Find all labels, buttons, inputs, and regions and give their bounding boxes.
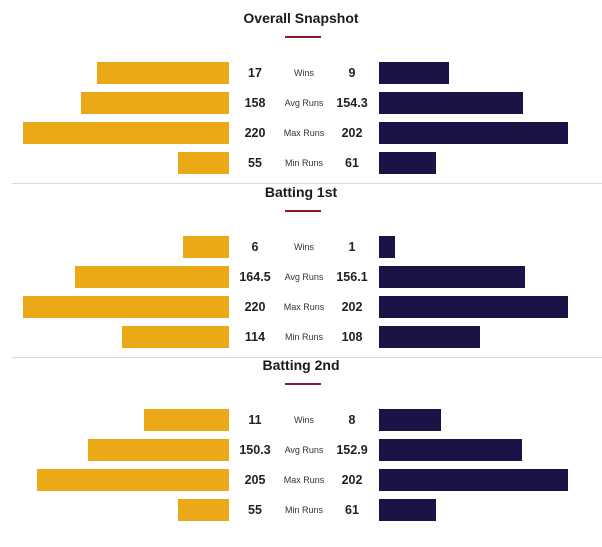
metric-label: Min Runs [284,505,323,515]
right-value-label: 154.3 [336,96,368,110]
right-value-label: 108 [341,330,363,344]
left-bar [143,409,229,431]
right-bar [379,62,449,84]
metric-row: 6 Wins 1 [0,236,602,258]
metric-row: 158 Avg Runs 154.3 [0,92,602,114]
metric-row: 17 Wins 9 [0,62,602,84]
left-value-label: 11 [248,413,262,427]
right-value-label: 9 [348,66,356,80]
metric-label: Max Runs [283,475,325,485]
title-underline [285,383,321,385]
right-value-label: 152.9 [336,443,368,457]
left-value-label: 6 [251,240,259,254]
metric-row: 11 Wins 8 [0,409,602,431]
right-bar [379,409,441,431]
left-value-label: 150.3 [239,443,271,457]
right-bar [379,152,437,174]
left-bar [75,266,229,288]
right-bar [379,266,526,288]
metric-label: Wins [294,415,314,425]
metric-label: Avg Runs [284,445,324,455]
metric-row: 205 Max Runs 202 [0,469,602,491]
right-value-label: 8 [348,413,356,427]
left-value-label: 55 [248,156,262,170]
right-bar [379,236,395,258]
right-bar [379,469,569,491]
metric-label: Wins [294,68,314,78]
right-value-label: 202 [341,126,363,140]
left-value-label: 55 [248,503,262,517]
metric-label: Avg Runs [284,98,324,108]
left-bar [177,152,229,174]
left-bar [37,469,229,491]
left-value-label: 220 [244,300,266,314]
metric-row: 55 Min Runs 61 [0,499,602,521]
left-value-label: 17 [248,66,262,80]
metric-label: Wins [294,242,314,252]
left-bar [23,122,229,144]
right-value-label: 202 [341,473,363,487]
left-bar [122,326,229,348]
title-underline [285,210,321,212]
right-bar [379,439,523,461]
section-divider [12,357,602,358]
left-bar [23,296,229,318]
section-title: Overall Snapshot [243,10,359,26]
metric-row: 150.3 Avg Runs 152.9 [0,439,602,461]
right-bar [379,122,569,144]
metric-label: Min Runs [284,158,323,168]
left-bar [97,62,229,84]
left-value-label: 220 [244,126,266,140]
section-title: Batting 2nd [262,357,340,373]
chart-section: Overall Snapshot 17 Wins 9 158 Avg Runs 154.3 2… [0,0,602,184]
right-value-label: 202 [341,300,363,314]
metric-label: Max Runs [283,302,325,312]
section-title: Batting 1st [264,184,338,200]
left-bar [81,92,229,114]
metric-row: 164.5 Avg Runs 156.1 [0,266,602,288]
chart-section: Batting 1st 6 Wins 1 164.5 Avg Runs 156.1 220 Ma… [0,174,602,358]
right-value-label: 156.1 [336,270,368,284]
right-value-label: 61 [345,503,359,517]
left-bar [177,499,229,521]
right-value-label: 1 [348,240,356,254]
metric-label: Avg Runs [284,272,324,282]
metric-row: 220 Max Runs 202 [0,296,602,318]
right-bar [379,296,569,318]
metric-label: Min Runs [284,332,323,342]
right-bar [379,326,481,348]
left-value-label: 205 [244,473,266,487]
chart-section: Batting 2nd 11 Wins 8 150.3 Avg Runs 152.9 205 M… [0,347,602,521]
metric-label: Max Runs [283,128,325,138]
left-bar [88,439,229,461]
metric-row: 55 Min Runs 61 [0,152,602,174]
metric-row: 114 Min Runs 108 [0,326,602,348]
title-underline [285,36,321,38]
right-bar [379,92,524,114]
metric-row: 220 Max Runs 202 [0,122,602,144]
right-value-label: 61 [345,156,359,170]
left-value-label: 114 [244,330,266,344]
right-bar [379,499,437,521]
left-value-label: 158 [244,96,266,110]
section-divider [12,183,602,184]
left-value-label: 164.5 [239,270,271,284]
left-bar [182,236,229,258]
